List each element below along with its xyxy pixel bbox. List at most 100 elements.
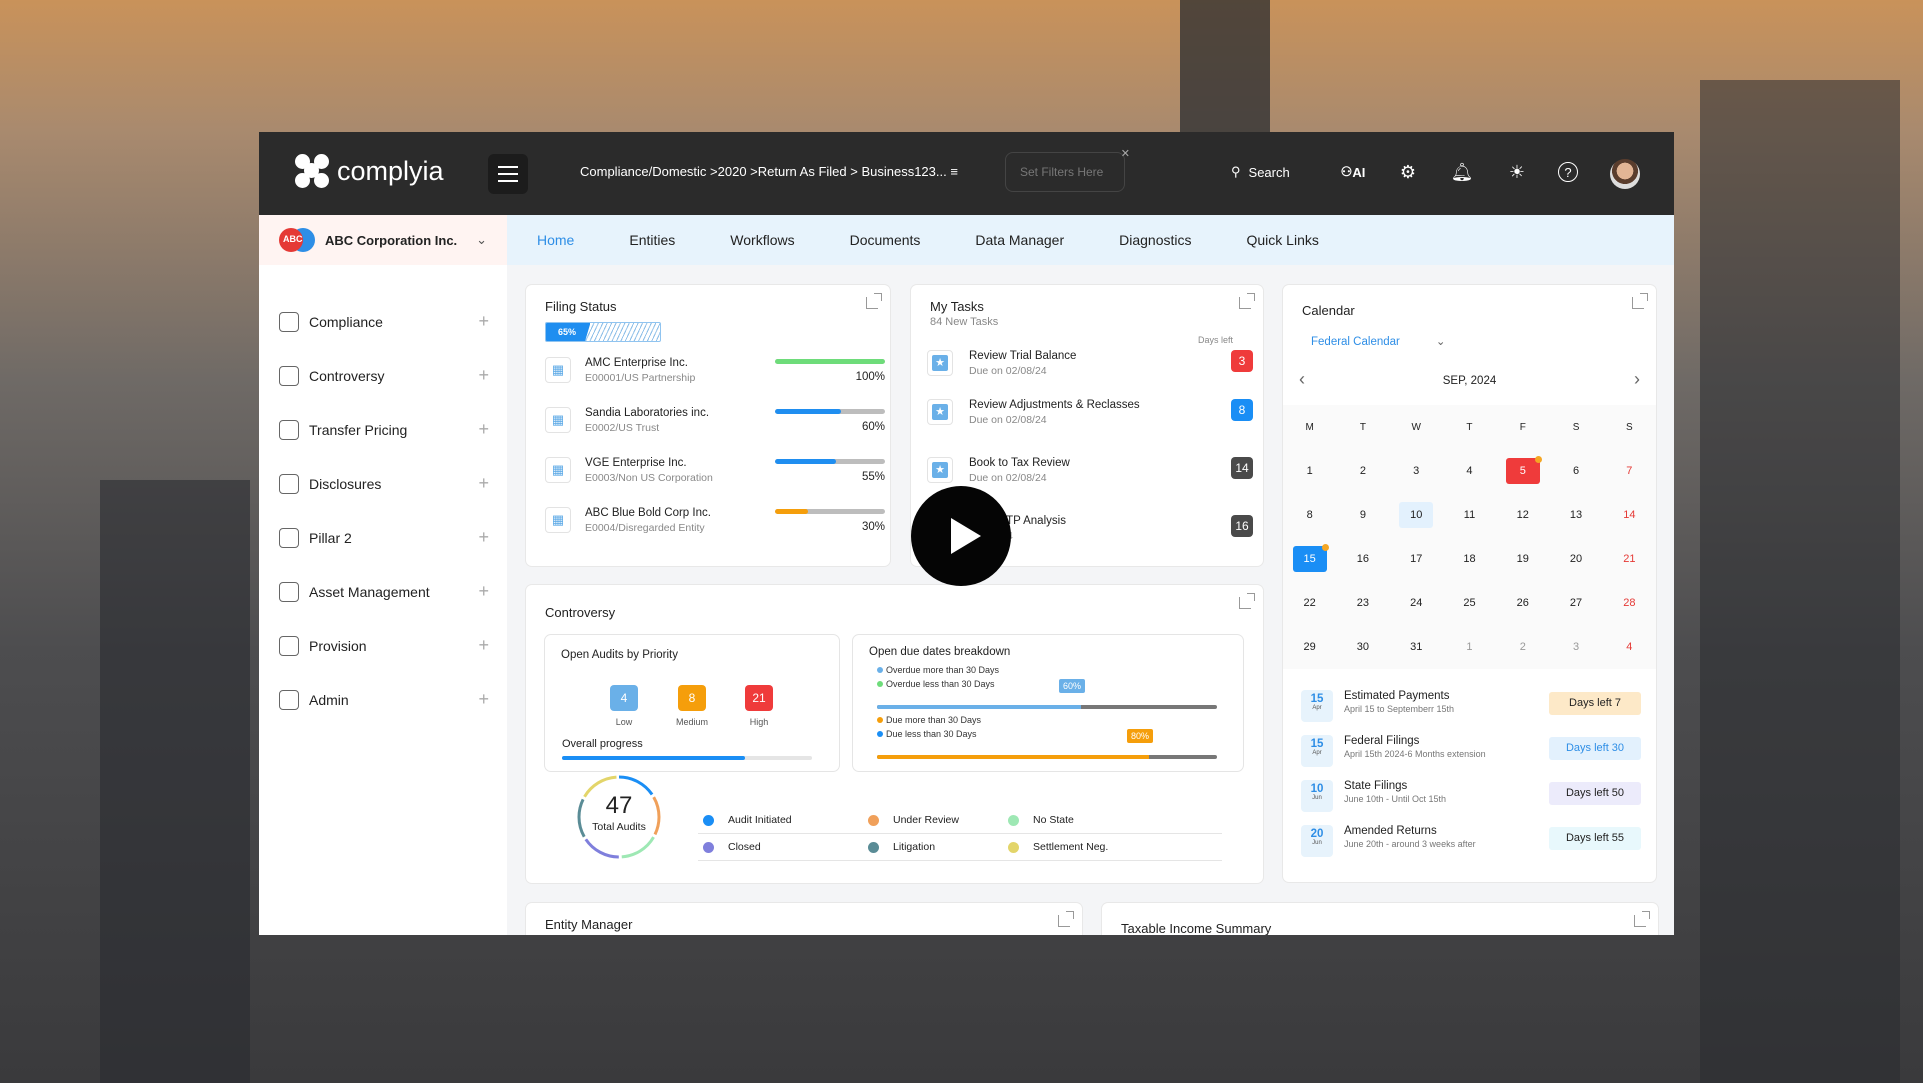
prev-month-button[interactable]: ‹	[1299, 369, 1305, 389]
plus-icon[interactable]: +	[478, 311, 489, 331]
sidebar-item-provision[interactable]: Provision +	[279, 635, 489, 656]
gear-icon[interactable]: ⚙	[1399, 161, 1417, 182]
sidebar-item-asset-management[interactable]: Asset Management +	[279, 581, 489, 602]
calendar-day[interactable]: 19	[1516, 553, 1529, 565]
plus-icon[interactable]: +	[478, 689, 489, 709]
external-link-icon[interactable]	[1239, 593, 1255, 609]
calendar-day[interactable]: 23	[1356, 597, 1370, 609]
tab-documents[interactable]: Documents	[849, 232, 921, 248]
sidebar-item-transfer-pricing[interactable]: Transfer Pricing +	[279, 419, 489, 440]
calendar-day[interactable]: 17	[1410, 553, 1423, 565]
breadcrumb[interactable]: Compliance/Domestic >2020 >Return As Fil…	[580, 164, 958, 179]
search-button[interactable]: ⚲ Search	[1231, 164, 1290, 180]
avatar[interactable]	[1610, 159, 1640, 189]
tab-data-manager[interactable]: Data Manager	[975, 232, 1065, 248]
tab-entities[interactable]: Entities	[629, 232, 676, 248]
calendar-day[interactable]: 7	[1626, 465, 1633, 477]
calendar-day[interactable]: 28	[1623, 597, 1636, 609]
filing-row[interactable]: ▦ VGE Enterprise Inc. E0003/Non US Corpora…	[545, 457, 885, 497]
company-selector[interactable]: ABC ABC Corporation Inc. ⌄	[259, 215, 507, 265]
calendar-event[interactable]: 15 Apr Estimated Payments April 15 to Septe…	[1301, 690, 1641, 730]
calendar-day[interactable]: 14	[1623, 509, 1636, 521]
calendar-day[interactable]: 20	[1569, 553, 1583, 565]
status-legend-item: Litigation	[868, 841, 935, 853]
calendar-event[interactable]: 20 Jun Amended Returns June 20th - around 3…	[1301, 825, 1641, 865]
calendar-day[interactable]: 16	[1356, 553, 1370, 565]
task-row[interactable]: ★ Review Adjustments & Reclasses Due on 02…	[927, 399, 1253, 439]
calendar-day[interactable]: 4	[1626, 641, 1633, 653]
plus-icon[interactable]: +	[478, 473, 489, 493]
calendar-day[interactable]: 5	[1496, 456, 1549, 484]
external-link-icon[interactable]	[1058, 911, 1074, 927]
sun-icon[interactable]: ☀	[1508, 161, 1526, 182]
external-link-icon[interactable]	[866, 293, 882, 309]
calendar-day[interactable]: 30	[1356, 641, 1370, 653]
calendar-day[interactable]: 29	[1303, 641, 1316, 653]
plus-icon[interactable]: +	[478, 527, 489, 547]
calendar-day[interactable]: 15	[1283, 544, 1336, 572]
help-icon[interactable]: ?	[1558, 162, 1578, 182]
calendar-day[interactable]: 2	[1359, 465, 1366, 477]
sidebar-item-controversy[interactable]: Controversy +	[279, 365, 489, 386]
calendar-day[interactable]: 31	[1410, 641, 1423, 653]
tab-quick-links[interactable]: Quick Links	[1246, 232, 1319, 248]
tab-diagnostics[interactable]: Diagnostics	[1119, 232, 1192, 248]
calendar-day[interactable]: 12	[1516, 509, 1529, 521]
filter-input[interactable]: Set Filters Here ✕	[1005, 148, 1130, 192]
plus-icon[interactable]: +	[478, 635, 489, 655]
ai-assistant-icon[interactable]: ⚇ AI	[1340, 164, 1366, 180]
plus-icon[interactable]: +	[478, 419, 489, 439]
calendar-month: SEP, 2024	[1442, 375, 1497, 387]
plus-icon[interactable]: +	[478, 581, 489, 601]
bell-icon[interactable]: 🔔︎	[1450, 161, 1474, 182]
sidebar-item-label: Asset Management	[309, 583, 430, 600]
sidebar-item-compliance[interactable]: Compliance +	[279, 311, 489, 332]
sidebar-item-pillar-2[interactable]: Pillar 2 +	[279, 527, 489, 548]
external-link-icon[interactable]	[1634, 911, 1650, 927]
task-row[interactable]: ★ Review Trial Balance Due on 02/08/24 3	[927, 350, 1253, 390]
task-row[interactable]: ★ Book to Tax Review Due on 02/08/24 14	[927, 457, 1253, 497]
calendar-day[interactable]: 27	[1569, 597, 1583, 609]
calendar-day[interactable]: 3	[1572, 641, 1580, 653]
calendar-day[interactable]: 8	[1306, 509, 1313, 521]
filing-row[interactable]: ▦ AMC Enterprise Inc. E00001/US Partnershi…	[545, 357, 885, 397]
tab-workflows[interactable]: Workflows	[730, 232, 795, 248]
hamburger-menu-button[interactable]	[488, 154, 528, 194]
calendar-event[interactable]: 10 Jun State Filings June 10th - Until Oct …	[1301, 780, 1641, 820]
calendar-day[interactable]: 1	[1306, 465, 1313, 477]
calendar-day[interactable]: 22	[1303, 597, 1316, 609]
close-icon[interactable]: ✕	[1120, 148, 1130, 160]
tab-home[interactable]: Home	[537, 232, 575, 248]
calendar-day[interactable]: 9	[1359, 509, 1366, 521]
complyia-logo[interactable]: complyia	[295, 154, 444, 188]
calendar-day[interactable]: 13	[1569, 509, 1583, 521]
filter-icon[interactable]: ≡	[950, 164, 958, 179]
sidebar-item-label: Controversy	[309, 367, 385, 384]
calendar-day[interactable]: 25	[1463, 597, 1476, 609]
event-sub: June 10th - Until Oct 15th	[1344, 794, 1447, 804]
calendar-event[interactable]: 15 Apr Federal Filings April 15th 2024-6 Mo…	[1301, 735, 1641, 775]
calendar-day[interactable]: 21	[1623, 553, 1636, 565]
calendar-day[interactable]: 18	[1463, 553, 1476, 565]
ai-label: AI	[1352, 164, 1366, 180]
video-play-button[interactable]	[911, 486, 1011, 586]
calendar-day[interactable]: 6	[1572, 465, 1580, 477]
sidebar-item-disclosures[interactable]: Disclosures +	[279, 473, 489, 494]
calendar-day[interactable]: 11	[1463, 509, 1476, 521]
calendar-day[interactable]: 4	[1466, 465, 1473, 477]
calendar-day[interactable]: 26	[1516, 597, 1529, 609]
filing-row[interactable]: ▦ ABC Blue Bold Corp Inc. E0004/Disregarde…	[545, 507, 885, 547]
external-link-icon[interactable]	[1632, 293, 1648, 309]
sidebar-item-admin[interactable]: Admin +	[279, 689, 489, 710]
next-month-button[interactable]: ›	[1634, 369, 1640, 389]
calendar-selector[interactable]: Federal Calendar ⌄	[1311, 334, 1446, 348]
filing-row[interactable]: ▦ Sandia Laboratories inc. E0002/US Trust 6…	[545, 407, 885, 447]
plus-icon[interactable]: +	[478, 365, 489, 385]
calendar-day[interactable]: 1	[1466, 641, 1473, 653]
calendar-day[interactable]: 2	[1519, 641, 1526, 653]
calendar-day[interactable]: 3	[1413, 465, 1420, 477]
calendar-day[interactable]: 10	[1390, 502, 1443, 528]
sidebar-item-label: Compliance	[309, 313, 383, 330]
calendar-day[interactable]: 24	[1410, 597, 1423, 609]
external-link-icon[interactable]	[1239, 293, 1255, 309]
